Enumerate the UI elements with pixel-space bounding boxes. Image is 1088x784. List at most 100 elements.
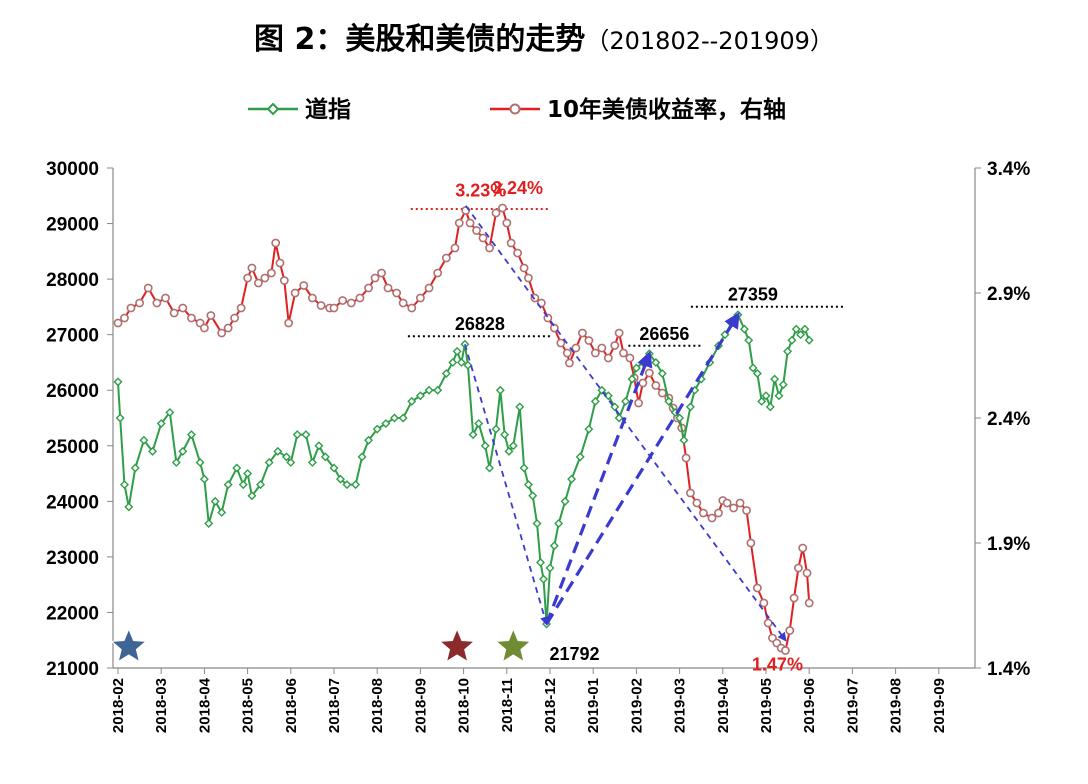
x-tick-label: 2019-09 — [931, 678, 948, 733]
left-tick-label: 25000 — [46, 437, 99, 458]
data-point — [651, 357, 661, 367]
data-point — [783, 346, 793, 356]
data-point — [452, 346, 462, 356]
data-point — [320, 452, 330, 462]
annotation-labels: 26828 21792 26656 27359 3.23%3.24% 1.47% — [455, 178, 803, 675]
chart-title-sub: （201802--201909） — [585, 27, 834, 55]
data-point — [433, 385, 443, 395]
data-point — [398, 413, 408, 423]
data-point — [329, 303, 339, 313]
data-point — [679, 435, 689, 445]
data-point — [742, 506, 751, 515]
x-tick-label: 2019-07 — [844, 678, 861, 733]
data-point — [266, 268, 276, 278]
data-point — [651, 381, 661, 390]
data-point — [307, 293, 317, 303]
data-point — [565, 358, 574, 368]
x-tick-label: 2018-07 — [326, 678, 343, 733]
data-point — [210, 496, 220, 506]
x-tick-label: 2018-02 — [110, 678, 127, 733]
data-point — [307, 457, 317, 467]
left-tick-label: 22000 — [46, 603, 99, 624]
data-point — [556, 338, 566, 348]
data-point — [178, 446, 188, 456]
data-point — [597, 343, 607, 353]
data-point — [119, 480, 129, 490]
data-point — [463, 360, 473, 370]
data-point — [578, 328, 587, 338]
data-point — [450, 243, 460, 253]
trend-arrows — [464, 205, 787, 642]
data-point — [398, 298, 408, 308]
data-point — [787, 335, 797, 345]
data-point — [664, 396, 674, 406]
data-point — [275, 258, 285, 268]
x-tick-label: 2018-10 — [456, 678, 473, 733]
data-point — [785, 626, 795, 635]
data-point — [148, 446, 158, 456]
data-point — [603, 391, 613, 401]
data-point — [383, 283, 393, 293]
right-tick-label: 1.4% — [987, 659, 1030, 680]
data-point — [748, 363, 758, 373]
data-point — [314, 441, 324, 451]
left-tick-label: 26000 — [46, 381, 99, 402]
data-point — [794, 563, 803, 573]
legend-yield-marker — [509, 103, 521, 115]
chart-title: 图 2：美股和美债的走势（201802--201909） — [0, 14, 1088, 58]
data-point — [243, 273, 252, 283]
annotation-dotted-lines — [407, 208, 845, 347]
data-point — [759, 598, 769, 608]
data-point — [567, 474, 577, 484]
data-point — [485, 463, 495, 473]
data-point — [316, 301, 326, 310]
data-point — [614, 328, 624, 338]
data-point — [441, 369, 451, 379]
data-point — [752, 369, 762, 379]
right-tick-label: 2.4% — [987, 409, 1030, 430]
x-tick-label: 2019-02 — [628, 678, 645, 733]
data-point — [739, 324, 749, 334]
data-point — [774, 391, 784, 401]
data-point — [165, 407, 175, 417]
data-point — [187, 313, 196, 323]
data-point — [549, 323, 559, 333]
data-point — [675, 413, 685, 423]
trend-arrow — [464, 343, 549, 626]
x-tick-label: 2019-06 — [801, 678, 818, 733]
data-point — [243, 469, 253, 479]
legend-dow-label: 道指 — [305, 96, 351, 123]
data-point — [752, 583, 762, 593]
chart-title-main: 图 2：美股和美债的走势 — [254, 22, 586, 57]
data-point — [346, 298, 356, 308]
x-tick-label: 2018-04 — [196, 677, 213, 733]
data-point — [478, 233, 488, 243]
data-point — [407, 303, 417, 313]
data-point — [495, 385, 505, 395]
annotation-label: 27359 — [728, 285, 778, 305]
annotation-label: 3.24% — [492, 178, 543, 198]
data-point — [781, 646, 790, 655]
x-tick-label: 2018-12 — [542, 678, 559, 733]
x-tick-label: 2018-11 — [499, 678, 516, 732]
data-point — [424, 385, 434, 395]
data-point — [657, 369, 667, 379]
x-tick-label: 2018-06 — [283, 678, 300, 733]
series-line — [117, 206, 811, 653]
data-point — [504, 446, 514, 456]
data-point — [491, 424, 501, 434]
data-point — [714, 508, 723, 518]
data-point — [223, 480, 233, 490]
data-point — [199, 474, 209, 484]
data-point — [370, 273, 380, 283]
data-point — [804, 598, 814, 608]
data-point — [247, 263, 257, 273]
data-point — [528, 491, 538, 501]
data-point — [389, 413, 399, 423]
data-point — [299, 281, 309, 290]
data-point — [571, 343, 581, 353]
data-point — [474, 419, 484, 429]
data-point — [757, 396, 767, 406]
data-point — [802, 568, 812, 578]
data-point — [634, 398, 643, 408]
